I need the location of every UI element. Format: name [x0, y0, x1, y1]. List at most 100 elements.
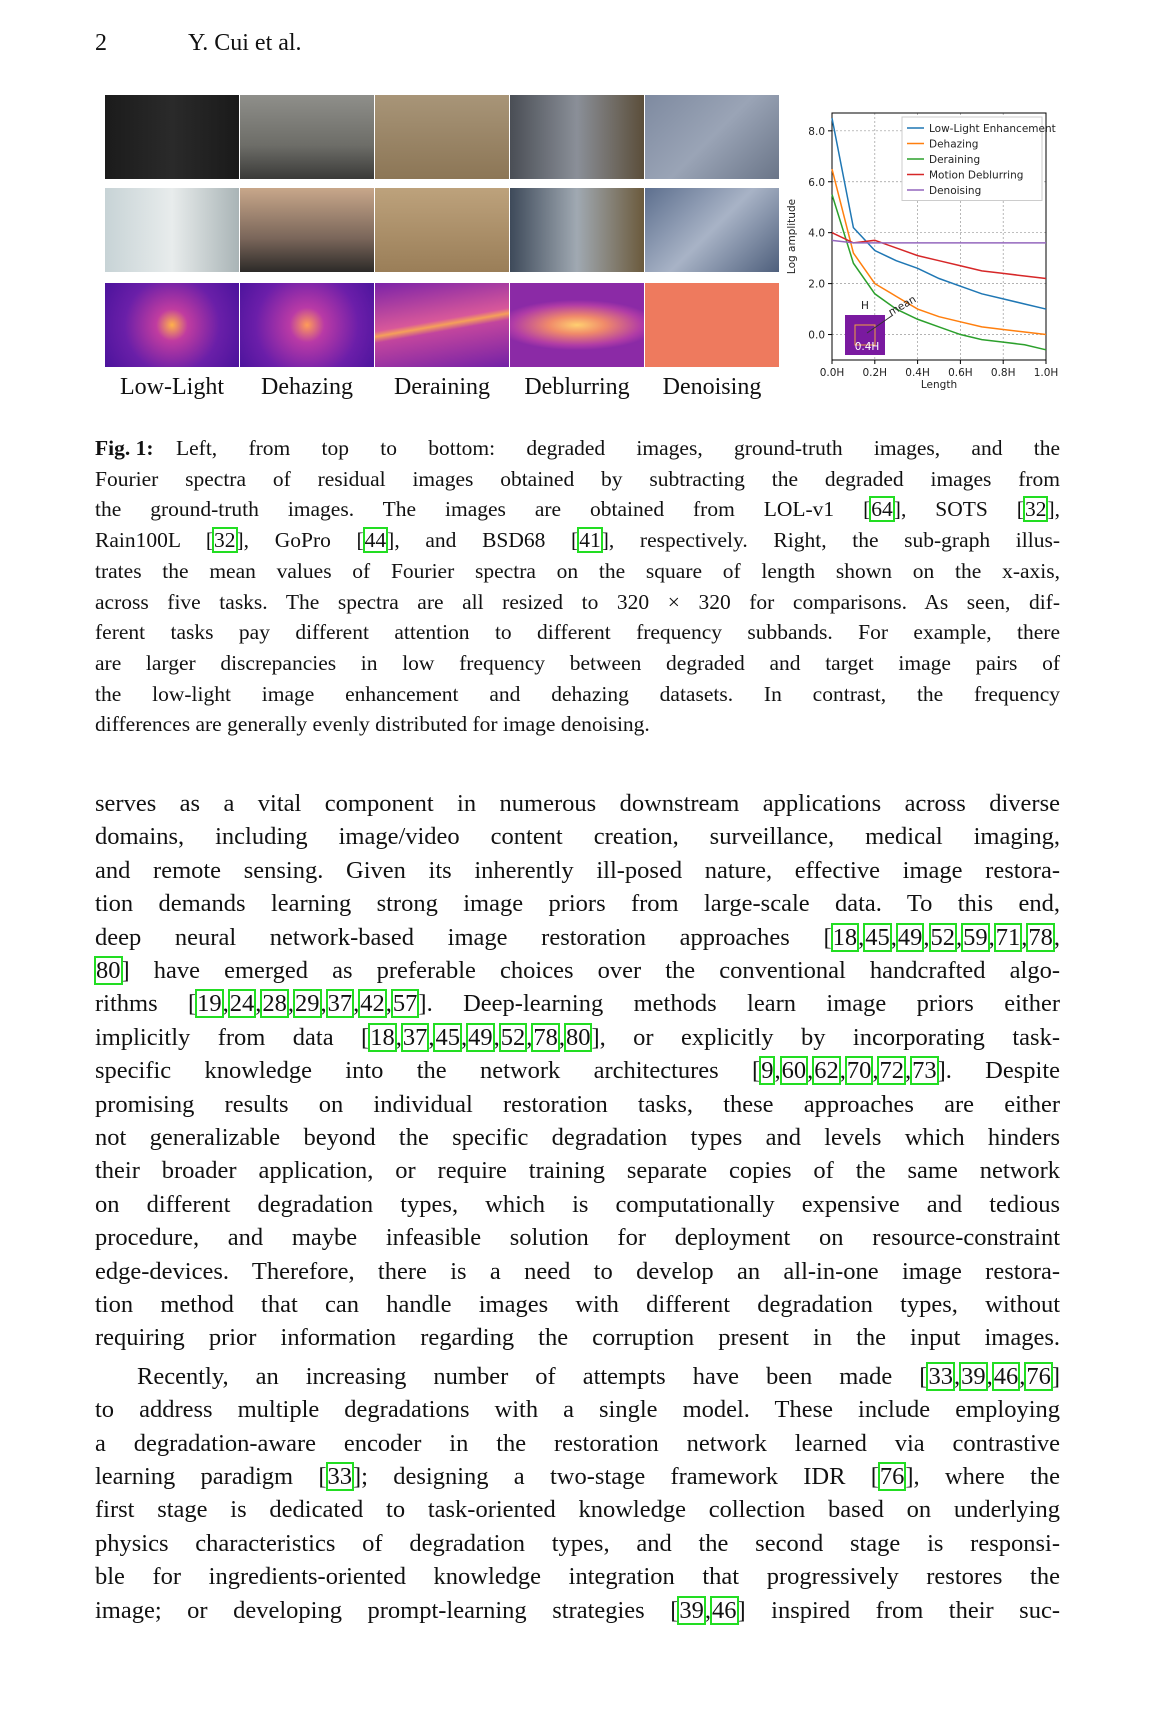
citation[interactable]: 28	[260, 989, 289, 1019]
citation[interactable]: 52	[498, 1022, 528, 1052]
inset-label: H	[861, 300, 869, 312]
citation[interactable]: 24	[227, 989, 257, 1019]
citation[interactable]: 42	[358, 989, 387, 1019]
citation[interactable]: 78	[1026, 922, 1055, 952]
legend-label: Motion Deblurring	[929, 170, 1023, 182]
body-line: specific knowledge into the network arch…	[95, 1056, 1060, 1086]
citation[interactable]: 71	[993, 922, 1023, 952]
citation[interactable]: 64	[869, 496, 895, 523]
citation[interactable]: 73	[910, 1056, 939, 1086]
inset-arrow	[866, 314, 894, 334]
citation[interactable]: 18	[368, 1022, 397, 1052]
citation[interactable]: 76	[1024, 1361, 1053, 1391]
body-line: deep neural network-based image restorat…	[95, 922, 1060, 952]
citation[interactable]: 46	[991, 1361, 1021, 1391]
citation[interactable]: 76	[877, 1462, 907, 1491]
citation[interactable]: 45	[863, 922, 892, 952]
inset-label: mean	[887, 293, 919, 318]
caption-line: trates the mean values of Fourier spectr…	[95, 558, 1060, 583]
series-line	[831, 232, 1047, 280]
plot-frame	[831, 112, 1047, 361]
citation[interactable]: 44	[362, 527, 389, 554]
body-line: physics characteristics of degradation t…	[95, 1529, 1060, 1557]
citation[interactable]: 62	[812, 1056, 841, 1086]
caption-line: ferent tasks pay different attention to …	[95, 620, 1060, 645]
running-head: Y. Cui et al.	[188, 30, 302, 56]
citation[interactable]: 32	[212, 527, 238, 554]
image	[105, 188, 239, 272]
citation[interactable]: 33	[325, 1462, 354, 1491]
citation[interactable]: 49	[466, 1022, 495, 1052]
x-tick-label: 0.0H	[820, 367, 845, 379]
citation[interactable]: 80	[94, 956, 123, 985]
x-axis-label: Length	[921, 379, 957, 391]
citation[interactable]: 41	[577, 527, 603, 554]
citation[interactable]: 45	[433, 1022, 462, 1052]
citation[interactable]: 46	[710, 1595, 739, 1625]
citation[interactable]: 49	[895, 922, 925, 952]
citation[interactable]: 52	[928, 922, 957, 952]
caption-label: Fig. 1:	[95, 436, 154, 460]
y-axis-label: Log amplitude	[786, 199, 798, 274]
spectrum	[240, 283, 374, 367]
x-tick-label: 0.2H	[862, 367, 887, 379]
chart: 0.0 2.0 4.0 6.0 8.0 0.0H 0.2H 0.4H 0.6H 0.8H 1.0H L…	[786, 112, 1058, 391]
citation[interactable]: 19	[195, 989, 224, 1019]
series-line	[831, 239, 1046, 244]
citation[interactable]: 70	[844, 1056, 874, 1086]
caption-line: differences are generally evenly distrib…	[95, 712, 650, 737]
body-line: serves as a vital component in numerous …	[95, 790, 1060, 817]
body-line: ble for ingredients-oriented knowledge i…	[95, 1563, 1060, 1591]
citation[interactable]: 39	[959, 1361, 988, 1391]
body-line: tion method that can handle images with …	[95, 1291, 1060, 1318]
inset-box	[854, 324, 876, 346]
citation[interactable]: 80	[563, 1022, 593, 1052]
caption-line: are larger discrepancies in low frequenc…	[95, 650, 1060, 675]
citation[interactable]: 18	[830, 922, 860, 952]
caption-line: Rain100L [32], GoPro [44], and BSD68 [41…	[95, 527, 1060, 554]
body-line: learning paradigm [33]; designing a two-…	[95, 1462, 1060, 1491]
body-line: and remote sensing. Given its inherently…	[95, 856, 1060, 884]
image	[645, 188, 779, 272]
citation[interactable]: 60	[779, 1056, 809, 1086]
caption-line: the low-light image enhancement and deha…	[95, 681, 1060, 706]
body-line: domains, including image/video content c…	[95, 823, 1060, 851]
body-line: not generalizable beyond the specific de…	[95, 1124, 1060, 1151]
legend-label: Denoising	[929, 185, 981, 197]
body-line: tion demands learning strong image prior…	[95, 890, 1060, 918]
image	[240, 95, 374, 179]
citation[interactable]: 32	[1022, 496, 1049, 523]
body-line: a degradation-aware encoder in the resto…	[95, 1429, 1060, 1457]
citation[interactable]: 9	[759, 1056, 776, 1086]
citation[interactable]: 37	[325, 989, 355, 1019]
body-line: implicitly from data [18,37,45,49,52,78,…	[95, 1022, 1060, 1052]
citation[interactable]: 59	[961, 922, 990, 952]
panel-label: Deraining	[394, 374, 490, 400]
citation[interactable]: 29	[293, 989, 322, 1019]
x-tick-label: 0.4H	[905, 367, 930, 379]
x-tick-label: 0.6H	[948, 367, 973, 379]
y-tick-label: 8.0	[808, 126, 825, 138]
spectrum	[375, 283, 509, 367]
citation[interactable]: 37	[400, 1022, 430, 1052]
y-tick-label: 6.0	[808, 177, 825, 189]
inset-square	[845, 315, 885, 355]
y-tick-label: 0.0	[808, 330, 825, 342]
citation[interactable]: 57	[390, 989, 420, 1019]
page-number: 2	[95, 30, 107, 56]
citation[interactable]: 78	[531, 1022, 560, 1052]
series-line	[831, 194, 1047, 351]
citation[interactable]: 33	[926, 1361, 955, 1391]
body-line: on different degradation types, which is…	[95, 1190, 1060, 1218]
body-line: procedure, and maybe infeasible solution…	[95, 1224, 1060, 1252]
y-tick-label: 4.0	[808, 228, 825, 240]
body-line: their broader application, or require tr…	[95, 1157, 1060, 1185]
citation[interactable]: 39	[677, 1595, 706, 1625]
legend-label: Low-Light Enhancement	[929, 123, 1056, 135]
citation[interactable]: 72	[877, 1056, 906, 1086]
panel-label: Low-Light	[120, 374, 224, 400]
legend-label: Deraining	[929, 154, 980, 166]
image	[240, 188, 374, 272]
y-tick-label: 2.0	[808, 279, 825, 291]
image	[510, 95, 644, 179]
